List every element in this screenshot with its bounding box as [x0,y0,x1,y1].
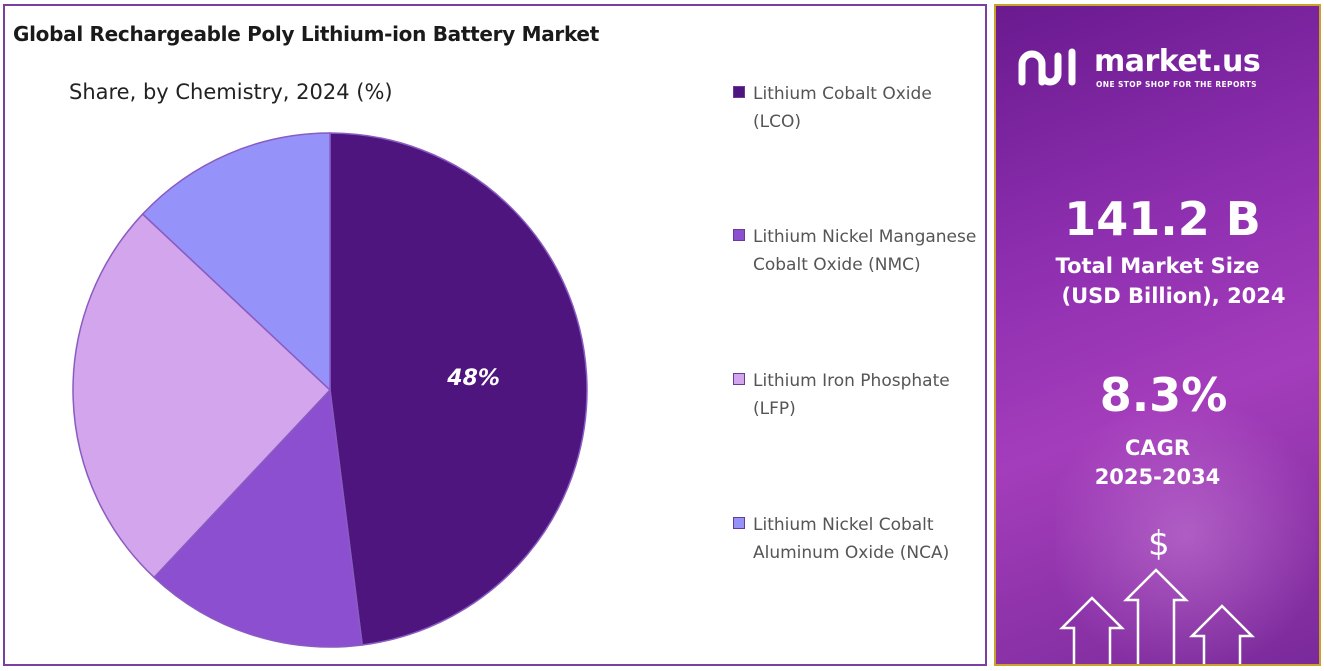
legend-label-lco: Lithium Cobalt Oxide (LCO) [753,84,932,132]
legend-swatch-lfp [733,373,745,385]
pie-slice-nmc [153,388,364,648]
pie-slice-lfp [72,213,332,579]
market-size-label: Total Market Size [1055,254,1260,278]
chart-subtitle: Share, by Chemistry, 2024 (%) [69,80,393,104]
legend-label-nca: Lithium Nickel Cobalt Aluminum Oxide (NC… [753,515,950,563]
legend-label-nmc: Lithium Nickel Manganese Cobalt Oxide (N… [753,227,977,275]
brand-tagline: ONE STOP SHOP FOR THE REPORTS [1096,80,1257,89]
pie-slice-nca [141,132,331,392]
cagr-label: CAGR [1124,436,1191,460]
info-panel: market.us ONE STOP SHOP FOR THE REPORTS … [994,4,1321,666]
legend-swatch-lco [733,86,745,98]
legend-swatch-nmc [733,229,745,241]
background-glow [1056,386,1316,664]
market-size-value: 141.2 B [1064,192,1261,246]
legend-swatch-nca [733,517,745,529]
dollar-icon: $ [1148,524,1170,564]
pie-slice-lco [329,132,588,646]
pie-chart: 48% [72,132,588,648]
brand-name: market.us [1094,44,1261,79]
chart-panel: Global Rechargeable Poly Lithium-ion Bat… [3,4,987,666]
chart-title: Global Rechargeable Poly Lithium-ion Bat… [13,22,599,46]
market-size-unit-label: (USD Billion), 2024 [1061,284,1286,308]
cagr-period-label: 2025-2034 [1094,465,1221,489]
pie-data-label: 48% [446,366,500,391]
cagr-value: 8.3% [1099,368,1228,422]
market-us-logo-icon [1018,48,1076,86]
legend-label-lfp: Lithium Iron Phosphate (LFP) [753,371,950,419]
growth-arrows-icon [1058,568,1256,664]
